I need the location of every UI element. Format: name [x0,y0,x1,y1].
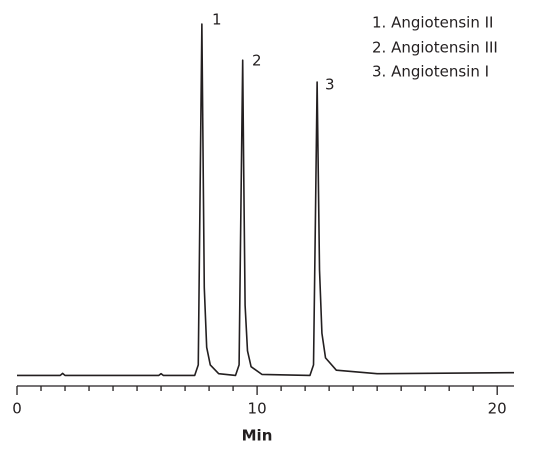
peak-label: 2 [252,52,262,70]
trace [17,23,515,377]
legend-entry: 2. Angiotensin III [372,39,498,57]
x-tick-label: 10 [248,400,267,418]
legend-entry: 3. Angiotensin I [372,63,489,81]
x-axis-label: Min [242,427,273,445]
peak-label: 1 [212,11,222,29]
x-tick-label: 0 [12,400,22,418]
legend-entry: 1. Angiotensin II [372,14,493,32]
peak-label: 3 [325,76,335,94]
x-tick-label: 20 [488,400,507,418]
